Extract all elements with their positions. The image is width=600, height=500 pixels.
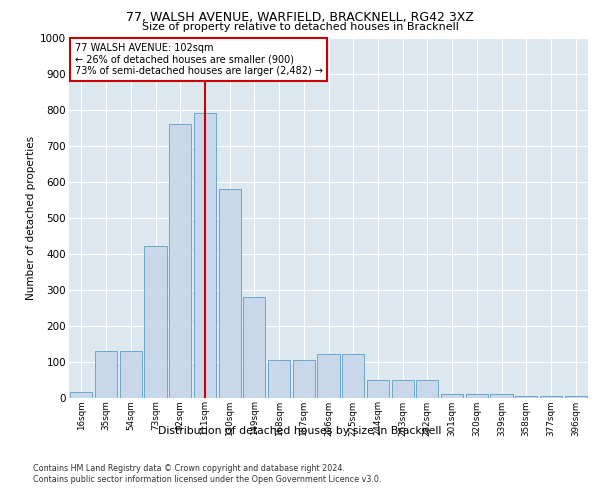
- Text: 77, WALSH AVENUE, WARFIELD, BRACKNELL, RG42 3XZ: 77, WALSH AVENUE, WARFIELD, BRACKNELL, R…: [126, 11, 474, 24]
- Bar: [342, 354, 364, 398]
- Bar: [441, 394, 463, 398]
- Bar: [119, 350, 142, 398]
- Bar: [466, 394, 488, 398]
- Bar: [515, 396, 538, 398]
- Bar: [243, 296, 265, 398]
- Bar: [317, 354, 340, 398]
- Bar: [565, 396, 587, 398]
- Text: Contains public sector information licensed under the Open Government Licence v3: Contains public sector information licen…: [33, 475, 382, 484]
- Bar: [392, 380, 414, 398]
- Text: Contains HM Land Registry data © Crown copyright and database right 2024.: Contains HM Land Registry data © Crown c…: [33, 464, 345, 473]
- Bar: [218, 188, 241, 398]
- Bar: [70, 392, 92, 398]
- Bar: [293, 360, 315, 398]
- Bar: [367, 380, 389, 398]
- Bar: [169, 124, 191, 398]
- Y-axis label: Number of detached properties: Number of detached properties: [26, 136, 36, 300]
- Bar: [194, 113, 216, 398]
- Text: Size of property relative to detached houses in Bracknell: Size of property relative to detached ho…: [142, 22, 458, 32]
- Bar: [95, 350, 117, 398]
- Text: 77 WALSH AVENUE: 102sqm
← 26% of detached houses are smaller (900)
73% of semi-d: 77 WALSH AVENUE: 102sqm ← 26% of detache…: [74, 43, 323, 76]
- Bar: [490, 394, 512, 398]
- Bar: [145, 246, 167, 398]
- Bar: [268, 360, 290, 398]
- Bar: [540, 396, 562, 398]
- Text: Distribution of detached houses by size in Bracknell: Distribution of detached houses by size …: [158, 426, 442, 436]
- Bar: [416, 380, 439, 398]
